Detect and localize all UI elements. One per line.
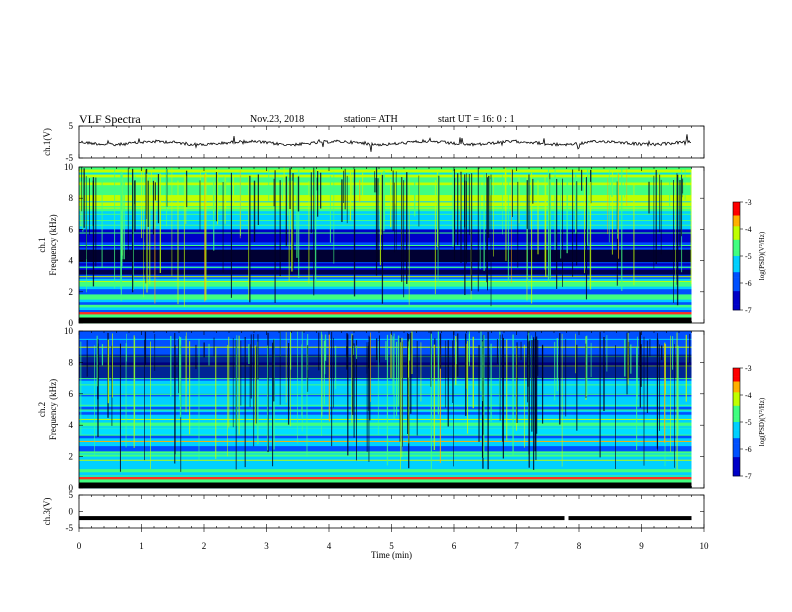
- sp1-tick-4: 8: [69, 193, 74, 203]
- ch2-spectrogram-panel: 0 2 4 6 8 10 ch.2 Frequency (kHz): [37, 326, 705, 493]
- ch3-ylabel: ch.3(V): [42, 498, 52, 526]
- sp1-tick-2: 4: [69, 256, 74, 266]
- sp1-ylabel-channel: ch.1: [37, 237, 47, 252]
- x-tick-3: 3: [264, 541, 269, 551]
- x-tick-1: 1: [139, 541, 144, 551]
- colorbar-ch2-label: log(PSD)(V²/Hz): [758, 397, 766, 446]
- sp2-tick-5: 10: [64, 326, 74, 336]
- x-tick-4: 4: [327, 541, 332, 551]
- colorbar-ch1-tick-4: -7: [745, 306, 752, 315]
- colorbar-ch2-tick-2: -5: [745, 418, 752, 427]
- ch3-line-segment-2: [568, 516, 692, 521]
- sp2-ylabel-frequency: Frequency (kHz): [48, 379, 58, 440]
- colorbar-ch1-tick-0: -3: [745, 198, 752, 207]
- ch3-frame: [78, 494, 705, 529]
- ch3-tick-1: 0: [69, 507, 74, 517]
- ch1-tick-0: 5: [69, 121, 74, 131]
- colorbar-ch1-tick-3: -6: [745, 279, 752, 288]
- x-tick-10: 10: [700, 541, 710, 551]
- ch3-tick-2: -5: [66, 523, 74, 533]
- colorbar-ch1-tick-1: -4: [745, 225, 752, 234]
- x-axis-label: Time (min): [371, 550, 412, 560]
- sp2-tick-3: 6: [69, 389, 74, 399]
- colorbars: -3 -4 -5 -6 -7 log(PSD)(V²/Hz) -3 -4 -5 -6 -7 log(P…: [732, 198, 766, 481]
- sp2-tick-2: 4: [69, 420, 74, 430]
- x-tick-5: 5: [389, 541, 394, 551]
- ch1-tick-1: -5: [66, 153, 74, 163]
- colorbar-ch2-tick-4: -7: [745, 472, 752, 481]
- x-tick-2: 2: [202, 541, 207, 551]
- ch1-waveform-panel: 5 -5 ch.1(V): [42, 121, 705, 163]
- sp1-tick-3: 6: [69, 224, 74, 234]
- sp2-tick-1: 2: [69, 452, 74, 462]
- sp2-tick-4: 8: [69, 357, 74, 367]
- sp1-tick-5: 10: [64, 162, 74, 172]
- ch3-line-segment-1: [79, 516, 565, 521]
- sp2-ylabel-channel: ch.2: [37, 402, 47, 417]
- x-tick-6: 6: [452, 541, 457, 551]
- x-tick-7: 7: [514, 541, 519, 551]
- ch1-ylabel: ch.1(V): [42, 128, 52, 156]
- ch1-spectrogram-panel: 0 2 4 6 8 10 ch.1 Frequency (kHz): [37, 162, 705, 328]
- x-tick-0: 0: [77, 541, 82, 551]
- ch1-waveform-line: [78, 134, 692, 152]
- sp1-tick-0: 0: [69, 318, 74, 328]
- colorbar-ch2-tick-0: -3: [745, 364, 752, 373]
- x-tick-9: 9: [639, 541, 644, 551]
- sp1-ylabel-frequency: Frequency (kHz): [48, 214, 58, 275]
- station-label: station= ATH: [344, 114, 398, 125]
- colorbar-ch1-label: log(PSD)(V²/Hz): [758, 231, 766, 280]
- colorbar-ch2-tick-3: -6: [745, 445, 752, 454]
- x-tick-8: 8: [577, 541, 582, 551]
- ch3-tick-0: 5: [69, 490, 74, 500]
- colorbar-ch2-tick-1: -4: [745, 391, 752, 400]
- start-time-label: start UT = 16: 0 : 1: [438, 114, 515, 125]
- date-label: Nov.23, 2018: [250, 114, 305, 125]
- sp2-tick-0: 0: [69, 483, 74, 493]
- colorbar-ch1-tick-2: -5: [745, 252, 752, 261]
- sp1-tick-1: 2: [69, 287, 74, 297]
- figure-title: VLF Spectra: [79, 112, 141, 126]
